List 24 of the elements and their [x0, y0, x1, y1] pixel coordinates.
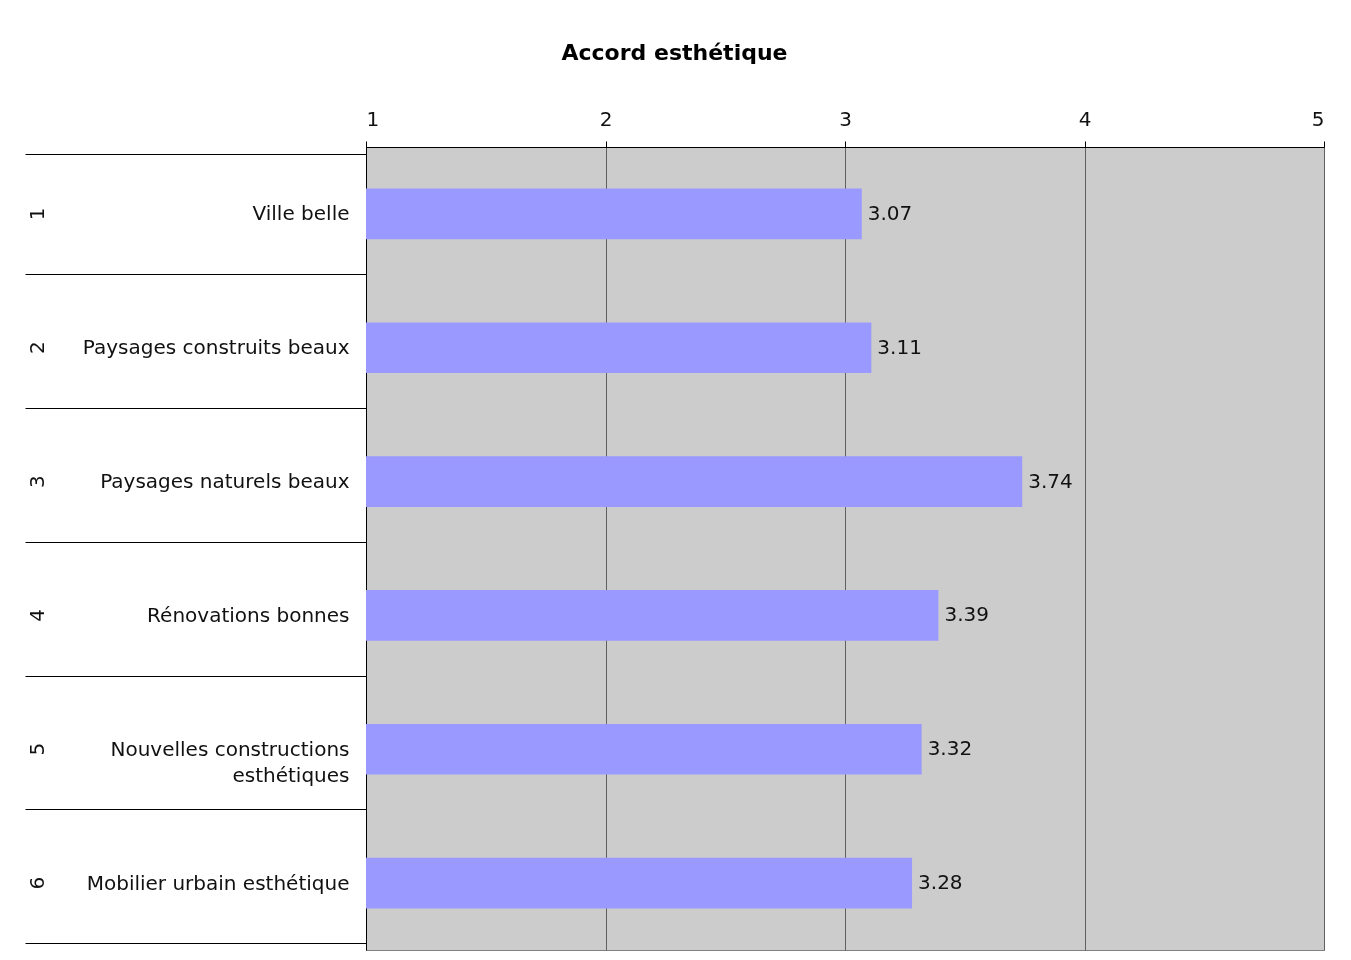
data-label: 3.11 [877, 334, 922, 359]
data-label: 3.07 [867, 200, 913, 225]
y-tick-label: Nouvelles constructions esthétiques [110, 736, 350, 787]
x-tick-label: 4 [1078, 106, 1092, 131]
text: 3 [25, 475, 49, 488]
data-label: 3.39 [944, 602, 989, 627]
y-tick-label: Paysages naturels beaux [100, 469, 350, 494]
y-tick-label: Paysages construits beaux [82, 335, 350, 360]
y-tick-label: Rénovations bonnes [147, 602, 350, 627]
text: 4 [25, 609, 49, 622]
x-tick-label: 1 [366, 106, 380, 131]
data-label: 3.32 [927, 736, 973, 761]
data-label: 3.74 [1028, 468, 1073, 493]
data-label: 3.28 [918, 870, 963, 895]
y-tick-label: Mobilier urbain esthétique [86, 870, 350, 895]
text: 6 [25, 876, 49, 890]
x-tick-label: 2 [599, 106, 613, 131]
chart-title: Accord esthétique [561, 40, 788, 65]
y-tick-label: Ville belle [252, 201, 350, 226]
text: 5 [25, 742, 49, 756]
text: 1 [25, 207, 49, 221]
x-tick-label: 5 [1311, 106, 1325, 131]
x-tick-label: 3 [839, 106, 852, 131]
text: 2 [25, 341, 49, 355]
